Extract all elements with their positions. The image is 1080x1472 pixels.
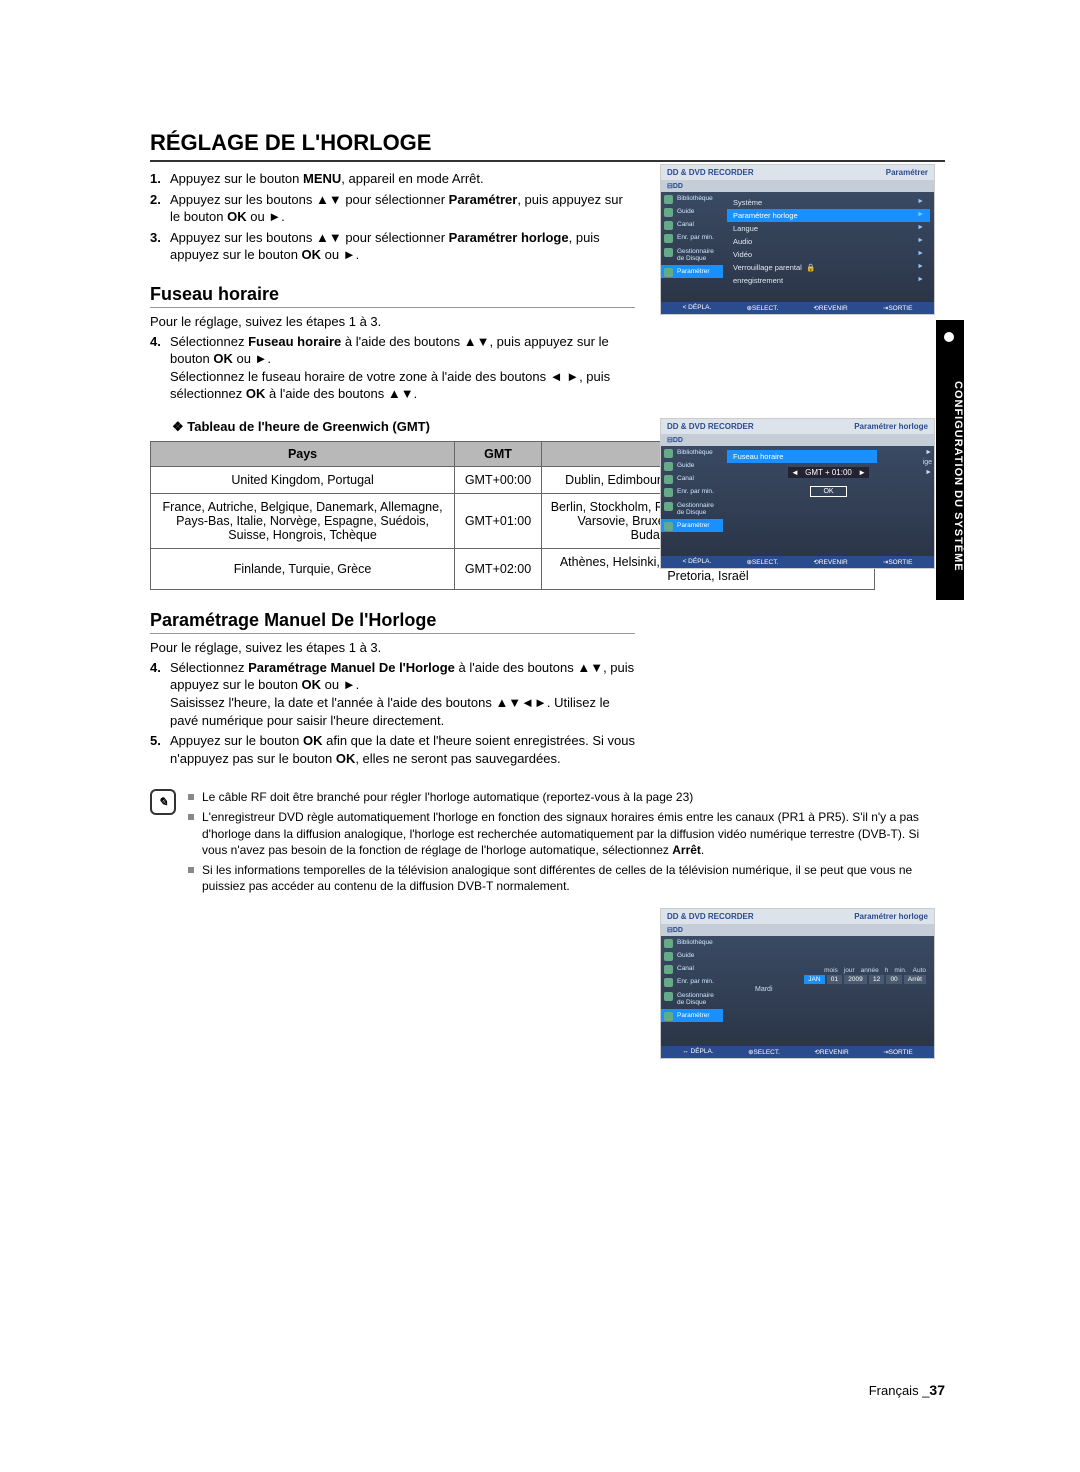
side-tab-text: CONFIGURATION DU SYSTÈME [952, 381, 964, 572]
step-2: 2.Appuyez sur les boutons ▲▼ pour sélect… [150, 191, 635, 226]
step-4b: 4.Sélectionnez Paramétrage Manuel De l'H… [150, 659, 635, 729]
side-tab: CONFIGURATION DU SYSTÈME [936, 320, 964, 600]
step-5: 5.Appuyez sur le bouton OK afin que la d… [150, 732, 635, 767]
step-1: 1.Appuyez sur le bouton MENU, appareil e… [150, 170, 635, 188]
osd-manuel: DD & DVD RECORDERParamétrer horloge ⊟DD … [660, 908, 935, 1059]
heading-fuseau: Fuseau horaire [150, 284, 635, 308]
steps-main: 1.Appuyez sur le bouton MENU, appareil e… [150, 170, 635, 264]
note-item: Le câble RF doit être branché pour régle… [188, 789, 945, 805]
th-pays: Pays [151, 441, 455, 466]
step-3: 3.Appuyez sur les boutons ▲▼ pour sélect… [150, 229, 635, 264]
note-item: L'enregistreur DVD règle automatiquement… [188, 809, 945, 858]
note-item: Si les informations temporelles de la té… [188, 862, 945, 894]
note-icon: ✎ [150, 789, 176, 815]
steps-fuseau: 4.Sélectionnez Fuseau horaire à l'aide d… [150, 333, 635, 403]
heading-manuel: Paramétrage Manuel De l'Horloge [150, 610, 635, 634]
page-footer: Français _37 [869, 1382, 945, 1398]
steps-manuel: 4.Sélectionnez Paramétrage Manuel De l'H… [150, 659, 635, 767]
page-title: RÉGLAGE DE L'HORLOGE [150, 130, 945, 162]
th-gmt: GMT [455, 441, 542, 466]
intro-manuel: Pour le réglage, suivez les étapes 1 à 3… [150, 640, 635, 655]
osd-fuseau: DD & DVD RECORDERParamétrer horloge ⊟DD … [660, 418, 935, 569]
intro-fuseau: Pour le réglage, suivez les étapes 1 à 3… [150, 314, 635, 329]
osd1-main: Système► Paramétrer horloge► Langue► Aud… [723, 192, 934, 302]
step-4a: 4.Sélectionnez Fuseau horaire à l'aide d… [150, 333, 635, 403]
osd-parametrer: DD & DVD RECORDERParamétrer ⊟DD Biblioth… [660, 164, 935, 315]
lock-icon: 🔒 [806, 263, 815, 272]
notes-block: ✎ Le câble RF doit être branché pour rég… [150, 789, 945, 898]
